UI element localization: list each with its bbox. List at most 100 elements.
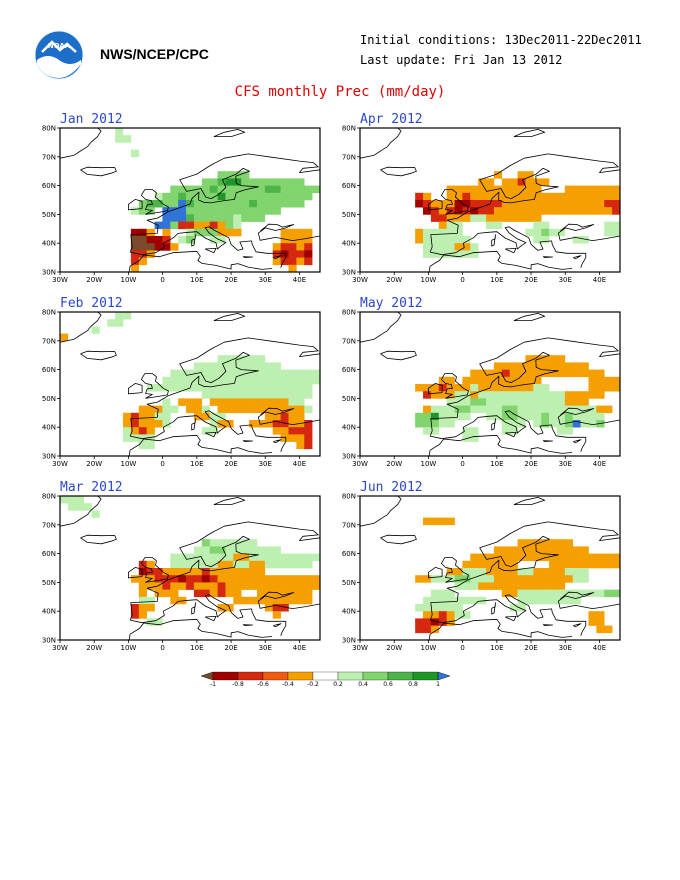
precip-cell <box>564 546 574 554</box>
precip-cell <box>225 221 234 230</box>
lon-tick-label: 20E <box>224 276 237 284</box>
precip-cell <box>249 214 258 222</box>
precip-cell <box>533 568 542 576</box>
precip-cell <box>556 200 566 208</box>
precip-cell <box>233 560 242 569</box>
precip-cell <box>130 243 140 251</box>
precip-cell <box>572 420 581 428</box>
precip-cell <box>438 405 447 414</box>
precip-cell <box>304 391 313 399</box>
precip-cell <box>588 384 597 392</box>
precip-cell <box>604 384 613 392</box>
precip-cell <box>201 539 210 547</box>
precip-cell <box>541 546 550 554</box>
precip-cell <box>478 384 487 392</box>
precip-cell <box>123 420 132 428</box>
precip-cell <box>533 596 542 605</box>
precip-cell <box>533 420 542 428</box>
precip-cell <box>533 178 542 186</box>
precip-cell <box>241 355 250 363</box>
precip-cell <box>162 192 171 201</box>
precip-cell <box>146 582 155 590</box>
precip-cell <box>272 575 281 583</box>
lat-tick-label: 70N <box>342 337 356 345</box>
precip-cell <box>580 553 589 562</box>
precip-cell <box>564 362 574 370</box>
precip-cell <box>517 384 526 392</box>
precip-cell <box>154 236 163 244</box>
precip-cell <box>178 582 187 590</box>
precip-cell <box>280 236 289 244</box>
precip-cell <box>486 207 495 215</box>
precip-cell <box>438 250 447 258</box>
precip-cell <box>162 568 171 576</box>
precip-cell <box>478 214 487 222</box>
precip-cell <box>430 228 440 237</box>
precip-cell <box>501 553 510 562</box>
precip-cell <box>296 192 305 201</box>
precip-cell <box>549 553 558 562</box>
precip-cell <box>154 568 163 576</box>
precip-cell <box>509 412 518 421</box>
precip-cell <box>470 250 479 258</box>
precip-cell <box>525 171 534 179</box>
precip-cell <box>162 420 171 428</box>
precip-cell <box>525 589 534 598</box>
colorbar-tick-label: 0.6 <box>383 681 393 688</box>
precip-cell <box>572 185 581 194</box>
precip-cell <box>470 214 479 222</box>
precip-cell <box>225 355 234 363</box>
precip-cell <box>209 568 218 576</box>
precip-cell <box>146 420 155 428</box>
precip-cell <box>225 546 234 554</box>
precip-cell <box>517 398 526 406</box>
precip-cell <box>264 560 274 569</box>
precip-cell <box>115 128 124 136</box>
precip-cell <box>280 412 289 421</box>
lat-tick-label: 50N <box>42 211 56 219</box>
precip-cell <box>501 582 510 590</box>
precip-cell <box>170 568 179 576</box>
colorbar-segment <box>362 671 389 681</box>
precip-cell <box>509 604 518 612</box>
precip-cell <box>138 236 147 244</box>
precip-cell <box>296 391 305 399</box>
precip-cell <box>430 200 440 208</box>
precip-cell <box>201 362 210 370</box>
precip-cell <box>549 560 558 569</box>
precip-cell <box>541 192 550 201</box>
precip-cell <box>170 243 179 251</box>
precip-cell <box>478 178 487 186</box>
map-panel-feb: Feb 2012 80N 70N 60N 50N 40N 30N 30W 20W 10W 0 10E… <box>30 296 330 476</box>
precip-cell <box>288 427 297 435</box>
precip-cell <box>272 178 281 186</box>
precip-cell <box>525 553 534 562</box>
precip-cell <box>501 214 510 222</box>
precip-cell <box>130 611 140 619</box>
panel-title: Apr 2012 <box>360 112 423 127</box>
precip-cell <box>525 398 534 406</box>
precip-cell <box>249 355 258 363</box>
lon-tick-label: 10E <box>190 644 203 652</box>
precip-cell <box>430 589 440 598</box>
lon-tick-label: 20W <box>86 276 102 284</box>
precip-cell <box>517 185 526 194</box>
precip-cell <box>264 582 274 590</box>
lon-tick-label: 10E <box>190 276 203 284</box>
precip-cell <box>288 236 297 244</box>
precip-cell <box>130 149 140 158</box>
colorbar-tick-label: -0.2 <box>307 681 319 688</box>
precip-cell <box>486 376 495 385</box>
precip-cell <box>280 257 289 266</box>
precip-cell <box>446 420 455 428</box>
precip-cell <box>170 596 179 605</box>
precip-cell <box>209 560 218 569</box>
precip-cell <box>249 546 258 554</box>
initial-conditions: Initial conditions: 13Dec2011-22Dec2011 <box>360 33 642 47</box>
precip-cell <box>217 560 226 569</box>
precip-cell <box>446 384 455 392</box>
precip-cell <box>241 362 250 370</box>
precip-cell <box>217 178 226 186</box>
